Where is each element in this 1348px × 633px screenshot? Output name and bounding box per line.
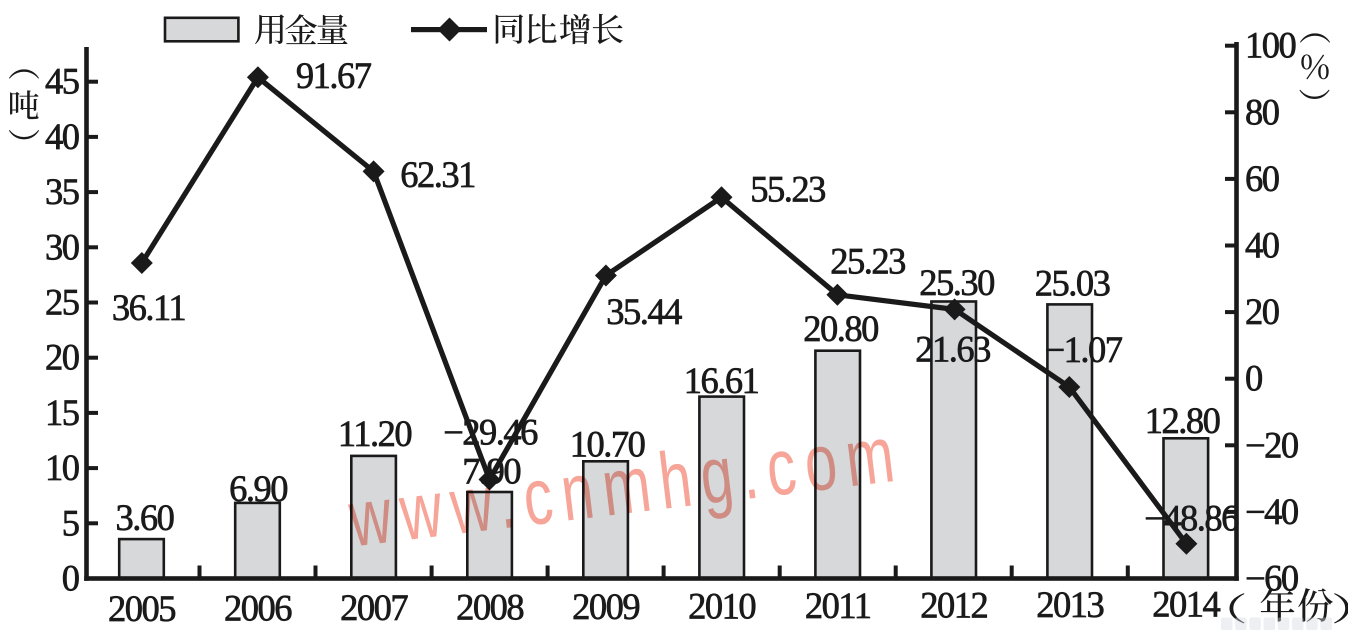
svg-text:20: 20 bbox=[45, 337, 79, 378]
svg-text:25: 25 bbox=[45, 282, 79, 323]
svg-text:25.03: 25.03 bbox=[1035, 263, 1110, 304]
svg-text:2009: 2009 bbox=[572, 586, 639, 627]
svg-text:62.31: 62.31 bbox=[400, 154, 475, 195]
svg-text:35: 35 bbox=[45, 171, 79, 212]
svg-text:100: 100 bbox=[1245, 25, 1296, 66]
svg-text:15: 15 bbox=[45, 392, 79, 433]
svg-text:80: 80 bbox=[1245, 91, 1279, 132]
svg-text:20: 20 bbox=[1245, 291, 1279, 332]
svg-text:25.30: 25.30 bbox=[919, 262, 994, 303]
svg-text:30: 30 bbox=[45, 226, 79, 267]
svg-text:91.67: 91.67 bbox=[296, 55, 372, 96]
svg-text:45: 45 bbox=[45, 61, 79, 102]
svg-text:12.80: 12.80 bbox=[1145, 400, 1220, 441]
svg-text:60: 60 bbox=[1245, 158, 1279, 199]
svg-text:−29.46: −29.46 bbox=[443, 412, 538, 453]
svg-text:10.70: 10.70 bbox=[570, 424, 645, 465]
svg-text:2006: 2006 bbox=[224, 588, 292, 629]
svg-text:2012: 2012 bbox=[920, 585, 987, 626]
svg-text:3.60: 3.60 bbox=[115, 497, 173, 538]
svg-text:20.80: 20.80 bbox=[803, 308, 878, 349]
svg-text:2014: 2014 bbox=[1152, 584, 1220, 625]
svg-text:−1.07: −1.07 bbox=[1045, 329, 1123, 370]
svg-text:2013: 2013 bbox=[1036, 584, 1103, 625]
svg-text:2008: 2008 bbox=[456, 587, 523, 628]
svg-text:55.23: 55.23 bbox=[750, 169, 825, 210]
svg-text:0: 0 bbox=[62, 558, 79, 599]
svg-text:40: 40 bbox=[45, 116, 79, 157]
svg-text:−20: −20 bbox=[1245, 424, 1298, 465]
svg-text:2010: 2010 bbox=[688, 586, 755, 627]
svg-text:40: 40 bbox=[1245, 225, 1279, 266]
svg-text:5: 5 bbox=[62, 502, 79, 543]
svg-text:21.63: 21.63 bbox=[915, 329, 990, 370]
svg-text:16.61: 16.61 bbox=[684, 360, 759, 401]
svg-text:2005: 2005 bbox=[108, 588, 175, 629]
svg-text:11.20: 11.20 bbox=[338, 413, 412, 454]
svg-text:7.90: 7.90 bbox=[462, 451, 520, 492]
svg-text:−40: −40 bbox=[1245, 491, 1298, 532]
svg-text:6.90: 6.90 bbox=[229, 468, 287, 509]
svg-text:36.11: 36.11 bbox=[112, 287, 186, 328]
svg-text:2011: 2011 bbox=[805, 585, 871, 626]
svg-text:2007: 2007 bbox=[340, 587, 408, 628]
svg-text:−48.86: −48.86 bbox=[1144, 498, 1239, 539]
svg-text:25.23: 25.23 bbox=[830, 241, 905, 282]
svg-text:0: 0 bbox=[1245, 358, 1262, 399]
svg-text:35.44: 35.44 bbox=[606, 291, 682, 332]
svg-text:10: 10 bbox=[45, 447, 79, 488]
